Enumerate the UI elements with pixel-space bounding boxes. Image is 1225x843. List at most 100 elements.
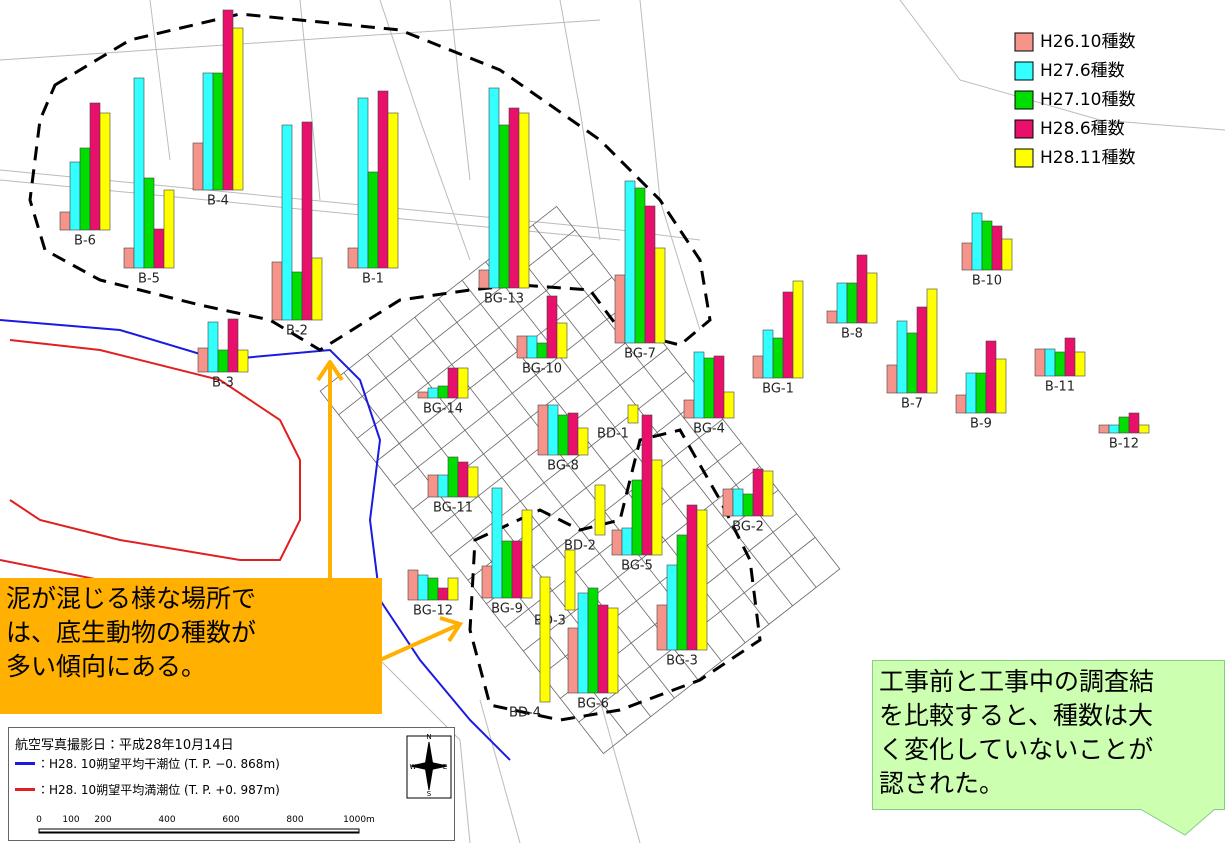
bar xyxy=(752,355,764,379)
bar xyxy=(641,414,653,556)
bar xyxy=(417,574,429,601)
annotation-line: は、底生動物の種数が xyxy=(6,618,257,647)
bar xyxy=(965,372,977,414)
bar xyxy=(627,404,639,424)
bar xyxy=(217,349,229,373)
bar xyxy=(693,351,705,419)
bar xyxy=(192,142,204,191)
bar xyxy=(467,466,479,498)
bar xyxy=(222,9,234,191)
bar xyxy=(975,372,987,414)
bar xyxy=(556,322,568,359)
bar xyxy=(1098,424,1110,434)
bar xyxy=(634,187,646,344)
station-label: BG-9 xyxy=(491,602,523,617)
bar xyxy=(577,427,589,456)
low-tide-label: ：H28. 10朔望平均干潮位 (T. P. −0. 868m) xyxy=(37,757,280,771)
station-label: BG-5 xyxy=(621,559,653,574)
station-label: BG-10 xyxy=(522,362,562,377)
bar xyxy=(1034,348,1046,377)
station-label: BG-12 xyxy=(413,604,453,619)
bar xyxy=(656,604,668,651)
bar xyxy=(886,364,898,394)
bar xyxy=(926,288,938,394)
legend-swatch xyxy=(1014,148,1034,168)
bar xyxy=(491,487,503,599)
bar xyxy=(723,391,735,419)
bar xyxy=(539,576,551,703)
bar xyxy=(301,121,313,321)
bar xyxy=(143,177,155,269)
bar xyxy=(427,387,439,399)
bar xyxy=(163,189,175,269)
bar xyxy=(1001,238,1013,271)
station-label: B-3 xyxy=(212,376,234,391)
station-label: BG-8 xyxy=(547,459,579,474)
bar xyxy=(508,107,520,289)
bar xyxy=(1108,424,1120,434)
bar xyxy=(197,347,209,373)
bar xyxy=(557,414,569,456)
station-charts: B-6 B-5 B-4 B-2 B-1 BG-13 B-3 BG-10 BG-14 BG-7 B-1… xyxy=(59,9,1150,721)
bar xyxy=(227,318,239,373)
station-label: BG-2 xyxy=(732,520,764,535)
bar xyxy=(722,488,734,517)
bar xyxy=(367,171,379,269)
bar xyxy=(792,280,804,379)
bar xyxy=(631,479,643,556)
annotation-line: 多い傾向にある。 xyxy=(6,652,207,681)
bar xyxy=(387,112,399,269)
high-tide-line xyxy=(9,339,301,561)
bar xyxy=(207,321,219,373)
bar xyxy=(311,257,323,321)
scale-label: 400 xyxy=(158,815,175,825)
bar xyxy=(69,161,81,231)
bar xyxy=(511,540,523,599)
bar xyxy=(153,228,165,269)
annotation-line: 認された。 xyxy=(879,769,1005,798)
compass-label: W xyxy=(410,763,417,771)
bar xyxy=(696,509,708,651)
bar xyxy=(762,329,774,379)
bar xyxy=(79,147,91,231)
bar xyxy=(407,569,419,601)
annotation-line: を比較すると、種数は大 xyxy=(879,701,1154,730)
station-label: B-5 xyxy=(138,272,160,287)
bar xyxy=(547,404,559,456)
bar xyxy=(1118,416,1130,434)
legend-swatch xyxy=(1014,32,1034,52)
bar xyxy=(703,357,715,419)
photo-date: 航空写真撮影日：平成28年10月14日 xyxy=(15,738,234,753)
bar xyxy=(271,261,283,321)
arrows xyxy=(316,360,464,662)
bar xyxy=(526,335,538,359)
bar xyxy=(896,320,908,394)
bar xyxy=(742,493,754,517)
bar xyxy=(521,509,533,599)
bar xyxy=(611,529,623,556)
bar xyxy=(481,565,493,599)
bar xyxy=(654,247,666,344)
bar xyxy=(564,549,576,611)
annotation-box: 泥が混じる様な場所で は、底生動物の種数が 多い傾向にある。 xyxy=(0,578,382,714)
bar xyxy=(846,282,858,324)
annotation-line: く変化していないことが xyxy=(879,735,1154,764)
bar xyxy=(281,124,293,321)
bar xyxy=(437,474,449,498)
bar xyxy=(546,295,558,359)
bar xyxy=(59,211,71,231)
station-label: BG-7 xyxy=(624,347,656,362)
scale-label: 800 xyxy=(286,815,303,825)
bar xyxy=(567,412,579,456)
bar xyxy=(676,534,688,651)
bar xyxy=(955,394,967,414)
bar xyxy=(1064,337,1076,377)
bar xyxy=(732,488,744,517)
bar xyxy=(133,77,145,269)
legend-label: H26.10種数 xyxy=(1040,32,1135,52)
bar xyxy=(651,459,663,556)
bar xyxy=(123,247,135,269)
legend-label: H27.6種数 xyxy=(1040,61,1125,81)
bar xyxy=(597,604,609,694)
